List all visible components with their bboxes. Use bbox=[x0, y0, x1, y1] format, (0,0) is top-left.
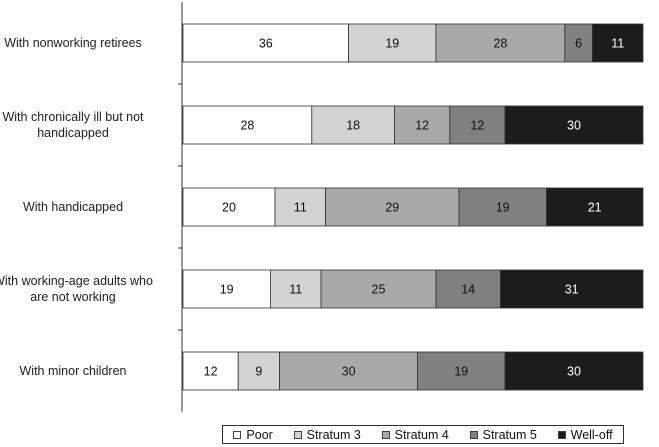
bar-segment-well-off bbox=[504, 351, 644, 391]
data-label: 28 bbox=[240, 119, 254, 133]
legend-label: Well-off bbox=[570, 427, 613, 442]
category-label: With chronically ill but not handicapped bbox=[2, 110, 144, 140]
legend-item: Stratum 4 bbox=[381, 427, 449, 442]
data-label: 28 bbox=[493, 37, 507, 51]
data-label: 12 bbox=[204, 365, 218, 379]
bar-segment-stratum-5 bbox=[449, 105, 506, 145]
legend-swatch bbox=[233, 430, 242, 439]
legend-label: Stratum 4 bbox=[394, 427, 449, 442]
bar-segment-poor bbox=[182, 187, 276, 227]
data-label: 36 bbox=[259, 37, 273, 51]
legend-item: Well-off bbox=[557, 427, 613, 442]
legend-swatch bbox=[381, 430, 390, 439]
data-label: 6 bbox=[575, 37, 582, 51]
bar-segment-poor bbox=[182, 105, 313, 145]
data-label: 19 bbox=[385, 37, 399, 51]
category-label: With minor children bbox=[19, 364, 127, 378]
bar-segment-well-off bbox=[592, 23, 644, 63]
legend-item: Stratum 5 bbox=[469, 427, 537, 442]
bar-segment-stratum-4 bbox=[279, 351, 419, 391]
bar-segment-well-off bbox=[499, 269, 644, 309]
data-label: 29 bbox=[385, 201, 399, 215]
data-label: 12 bbox=[470, 119, 484, 133]
legend-swatch bbox=[557, 430, 566, 439]
category-label: With nonworking retirees bbox=[4, 36, 142, 50]
legend-item: Stratum 3 bbox=[293, 427, 361, 442]
bar-segment-poor bbox=[182, 351, 239, 391]
data-label: 21 bbox=[588, 201, 602, 215]
bar-segment-well-off bbox=[546, 187, 644, 227]
bar-segment-stratum-4 bbox=[435, 23, 566, 63]
category-label: With handicapped bbox=[22, 200, 124, 214]
data-label: 19 bbox=[454, 365, 468, 379]
legend-label: Stratum 3 bbox=[306, 427, 361, 442]
category-label: With working-age adults who are not work… bbox=[0, 274, 153, 304]
data-label: 18 bbox=[346, 119, 360, 133]
data-label: 11 bbox=[289, 283, 302, 297]
data-label: 31 bbox=[565, 283, 579, 297]
data-label: 25 bbox=[372, 283, 386, 297]
data-label: 30 bbox=[342, 365, 356, 379]
data-label: 12 bbox=[415, 119, 429, 133]
data-label: 19 bbox=[220, 283, 234, 297]
data-label: 14 bbox=[461, 283, 475, 297]
bar-segment-stratum-3 bbox=[237, 351, 280, 391]
data-label: 11 bbox=[611, 37, 624, 51]
bar-segment-well-off bbox=[504, 105, 644, 145]
legend-label: Poor bbox=[246, 427, 273, 442]
bar-segment-stratum-4 bbox=[325, 187, 460, 227]
legend-swatch bbox=[469, 430, 478, 439]
data-label: 20 bbox=[222, 201, 236, 215]
data-label: 30 bbox=[567, 365, 581, 379]
data-label: 19 bbox=[496, 201, 510, 215]
data-label: 30 bbox=[567, 119, 581, 133]
data-label: 9 bbox=[255, 365, 262, 379]
bar-segment-stratum-5 bbox=[435, 269, 501, 309]
legend: Poor Stratum 3 Stratum 4 Stratum 5 Well-off bbox=[222, 425, 624, 444]
bar-segment-stratum-5 bbox=[417, 351, 506, 391]
bar-segment-stratum-3 bbox=[269, 269, 322, 309]
legend-label: Stratum 5 bbox=[482, 427, 537, 442]
bar-segment-stratum-4 bbox=[320, 269, 437, 309]
bar-segment-stratum-3 bbox=[311, 105, 395, 145]
legend-swatch bbox=[293, 430, 302, 439]
legend-item: Poor bbox=[233, 427, 273, 442]
data-label: 11 bbox=[294, 201, 307, 215]
bar-segment-poor bbox=[182, 23, 350, 63]
bar-segment-poor bbox=[182, 269, 271, 309]
bar-segment-stratum-3 bbox=[348, 23, 437, 63]
